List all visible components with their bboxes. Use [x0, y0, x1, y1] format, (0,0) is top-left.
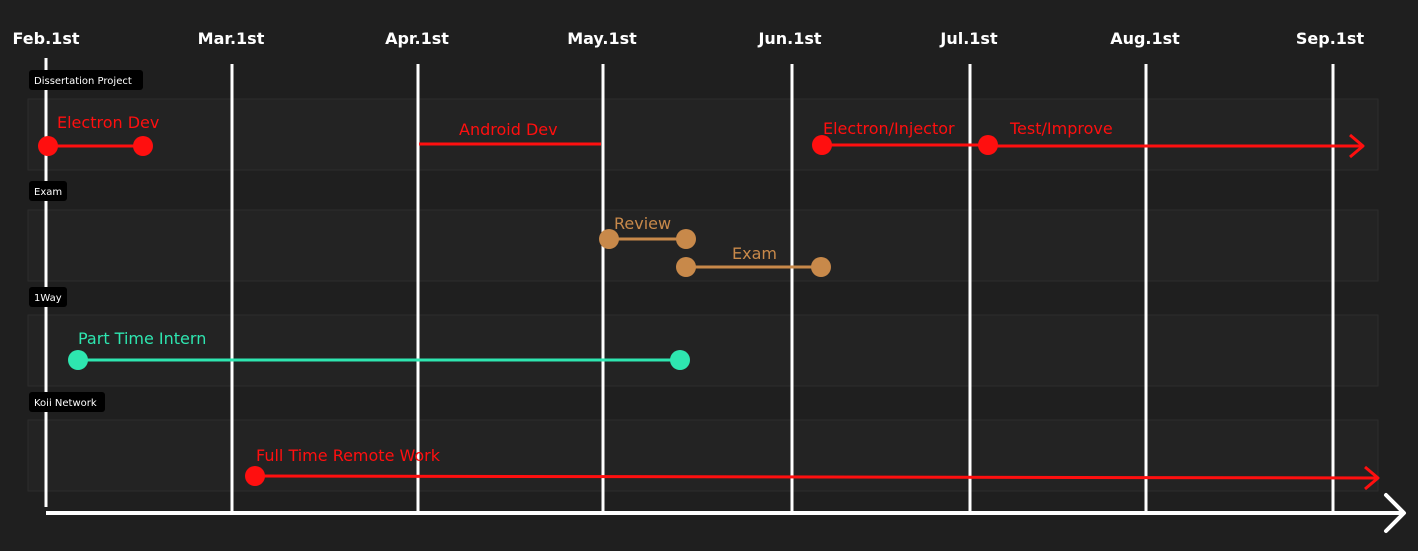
- bar-end-dot: [811, 257, 831, 277]
- bar-end-dot: [133, 136, 153, 156]
- bar-test-improve: Test/Improve: [978, 119, 1365, 159]
- bar-start-dot: [978, 135, 998, 155]
- bars-exam: Review Exam: [599, 214, 831, 277]
- section-tags: Dissertation Project Exam 1Way Koii Netw…: [29, 70, 143, 412]
- bar-arrow-head: [1349, 133, 1365, 159]
- time-axis-arrow-icon: [1384, 493, 1406, 533]
- bars-koii: Full Time Remote Work: [245, 446, 1380, 491]
- bar-exam-label: Exam: [732, 244, 777, 263]
- bars-oneway: Part Time Intern: [68, 329, 690, 370]
- section-tag-oneway-label: 1Way: [34, 293, 62, 304]
- tag-bg: [29, 70, 143, 90]
- tag-bg: [29, 287, 67, 307]
- month-label-jun: Jun.1st: [757, 29, 821, 48]
- bar-review-label: Review: [614, 214, 671, 233]
- tag-bg: [29, 392, 105, 412]
- section-tag-exam-label: Exam: [34, 187, 62, 198]
- bar-end-dot: [670, 350, 690, 370]
- month-label-aug: Aug.1st: [1110, 29, 1180, 48]
- bar-electron-injector-label: Electron/Injector: [823, 119, 955, 138]
- section-tag-exam: Exam: [29, 181, 67, 201]
- panel-exam: [27, 209, 1379, 282]
- bar-end-dot: [676, 229, 696, 249]
- bar-start-dot: [812, 135, 832, 155]
- bar-part-time-intern: Part Time Intern: [68, 329, 690, 370]
- month-label-feb: Feb.1st: [13, 29, 80, 48]
- time-axis: [46, 493, 1406, 533]
- bar-android-dev: Android Dev: [419, 120, 601, 146]
- bar-electron-injector: Electron/Injector: [812, 119, 988, 155]
- bar-electron-dev: Electron Dev: [38, 113, 159, 156]
- bar-electron-dev-label: Electron Dev: [57, 113, 159, 132]
- section-tag-koii-label: Koii Network: [34, 398, 97, 409]
- section-panels: [27, 98, 1379, 492]
- bar-start-dot: [245, 466, 265, 486]
- month-label-may: May.1st: [567, 29, 637, 48]
- section-tag-koii: Koii Network: [29, 392, 105, 412]
- month-labels: Feb.1st Mar.1st Apr.1st May.1st Jun.1st …: [13, 29, 1365, 48]
- bar-review: Review: [599, 214, 696, 249]
- bar-start-dot: [676, 257, 696, 277]
- bar-android-dev-label: Android Dev: [459, 120, 558, 139]
- month-grid: [44, 58, 1335, 512]
- section-tag-dissertation-label: Dissertation Project: [34, 76, 132, 87]
- section-tag-dissertation: Dissertation Project: [29, 70, 143, 90]
- bar-part-time-intern-label: Part Time Intern: [78, 329, 206, 348]
- bar-start-dot: [68, 350, 88, 370]
- panel-dissertation: [27, 98, 1379, 171]
- bar-arrow-head: [1364, 465, 1380, 491]
- bar-full-time-remote: Full Time Remote Work: [245, 446, 1380, 491]
- bars-dissertation: Electron Dev Android Dev Electron/Inject…: [38, 113, 1365, 159]
- bar-exam: Exam: [676, 244, 831, 277]
- bar-line: [254, 474, 1379, 480]
- month-label-sep: Sep.1st: [1296, 29, 1365, 48]
- tag-bg: [29, 181, 67, 201]
- bar-start-dot: [38, 136, 58, 156]
- section-tag-oneway: 1Way: [29, 287, 67, 307]
- bar-full-time-remote-label: Full Time Remote Work: [256, 446, 441, 465]
- bar-test-improve-label: Test/Improve: [1009, 119, 1113, 138]
- month-label-jul: Jul.1st: [939, 29, 998, 48]
- month-label-mar: Mar.1st: [198, 29, 265, 48]
- bar-start-dot: [599, 229, 619, 249]
- panel-oneway: [27, 314, 1379, 387]
- month-label-apr: Apr.1st: [385, 29, 449, 48]
